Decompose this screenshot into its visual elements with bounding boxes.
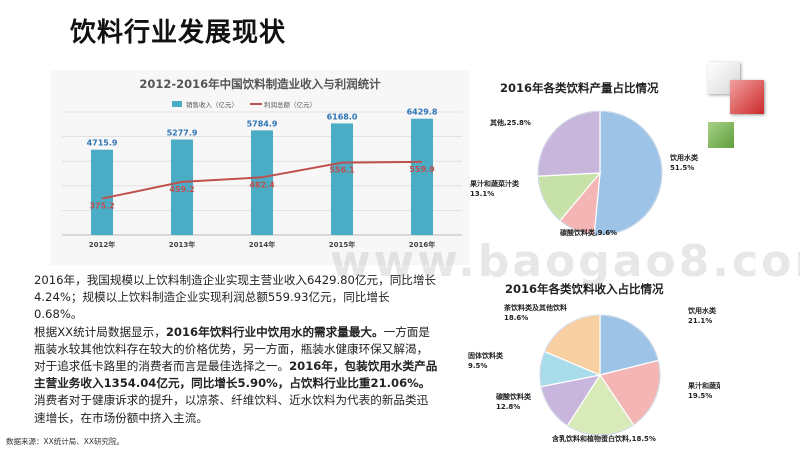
page-title: 饮料行业发展现状 (70, 18, 287, 48)
watermark-text: www.baogao8.com (330, 236, 800, 287)
pie-chart-production: 饮用水类 51.5% 碳酸饮料类,9.6% 果汁和蔬菜汁类 13.1% 其他,25.8% (470, 110, 699, 237)
pie-label-name: 碳酸饮料类,9.6% (560, 228, 617, 237)
profit-line (101, 160, 423, 200)
pie-label-name: 固体饮料类 (468, 351, 504, 360)
x-tick-label: 2015年 (329, 240, 355, 249)
pie-slice-label: 饮用水类 51.5% (669, 153, 699, 172)
pie-slice-edge (633, 360, 661, 426)
x-tick-label: 2012年 (89, 240, 115, 249)
pie-label-value: 21.1% (688, 317, 712, 325)
decor-square-green (708, 122, 734, 148)
x-tick-label: 2013年 (169, 240, 195, 249)
paragraph-revenue: 2016年，我国规模以上饮料制造企业实现主营业收入6429.80亿元，同比增长4… (34, 273, 437, 322)
bar-revenue (331, 123, 353, 235)
pie-slice-label: 固体饮料类 9.5% (468, 351, 504, 370)
pie-chart-revenue: 饮用水类 21.1% 果汁和蔬菜汁类 19.5% 含乳饮料和植物蛋白饮料,18.5% 碳酸… (468, 303, 720, 443)
pie-slice-label: 碳酸饮料类,9.6% (560, 228, 617, 237)
line-data-label: 556.1 (329, 166, 355, 175)
text-segment: 一方面是瓶装水较其他饮料存在较大的价格优势，另一方面，瓶装水健康环保又解渴，对于… (34, 324, 430, 374)
bar-revenue (411, 118, 433, 235)
line-data-label: 375.2 (89, 202, 114, 211)
decor-square-red (730, 80, 764, 114)
pie-slice (537, 110, 601, 177)
text-bold: 2016年饮料行业中饮用水的需求量最大。 (165, 324, 384, 339)
pie-label-name: 果汁和蔬菜汁类 (688, 381, 720, 390)
pie-slice-edge (537, 176, 561, 221)
pie-slice-edge (594, 110, 663, 236)
data-source-note: 数据来源：XX统计局、XX研究院。 (6, 437, 125, 446)
bar-chart-title: 2012-2016年中国饮料制造业收入与利润统计 (139, 77, 381, 91)
pie-label-value: 18.6% (504, 314, 528, 322)
bar-data-label: 4715.9 (87, 139, 118, 148)
bar-data-label: 6168.0 (327, 112, 358, 121)
pie-label-value: 19.5% (688, 392, 712, 400)
bar-data-label: 6429.8 (407, 108, 438, 117)
x-tick-label: 2014年 (249, 240, 275, 249)
pie-slice-label: 饮用水类 21.1% (687, 306, 717, 325)
bar-data-label: 5277.9 (167, 129, 198, 138)
pie-label-name: 碳酸饮料类 (496, 392, 532, 401)
paragraph-water: 根据XX统计局数据显示，2016年饮料行业中饮用水的需求量最大。一方面是瓶装水较… (34, 324, 438, 427)
bar-revenue (171, 139, 193, 235)
pie-slice-edge (539, 351, 546, 387)
pie-slice-edge (567, 424, 634, 436)
pie-slice-label: 碳酸饮料类 12.8% (496, 392, 532, 411)
legend-swatch-revenue (172, 101, 182, 107)
pie-label-value: 13.1% (470, 190, 494, 198)
pie-label-name: 果汁和蔬菜汁类 (470, 179, 520, 188)
pie-slice-label: 茶饮料类及其他饮料 18.6% (503, 303, 567, 322)
pie-label-value: 12.8% (496, 403, 520, 411)
text-bold: 2016年，包装饮用水类产品主营业务收入1354.04亿元，同比增长5.90%，… (34, 359, 438, 391)
pie-slice-edge (599, 314, 659, 361)
line-data-label: 482.4 (249, 180, 275, 189)
pie-label-name: 饮用水类 (669, 153, 699, 162)
pie-label-name: 茶饮料类及其他饮料 (503, 303, 567, 312)
legend-label-revenue: 销售收入（亿元） (186, 100, 238, 109)
legend-label-profit: 利润总额（亿元） (264, 100, 316, 109)
pie-slice-label: 含乳饮料和植物蛋白饮料,18.5% (552, 434, 656, 443)
pie1-title: 2016年各类饮料产量占比情况 (500, 81, 659, 95)
x-tick-label: 2016年 (409, 240, 435, 249)
pie-label-name: 饮用水类 (687, 306, 717, 315)
bar-line-chart-panel: 2012-2016年中国饮料制造业收入与利润统计 销售收入（亿元） 利润总额（亿元… (50, 70, 470, 265)
pie-label-value: 9.5% (468, 362, 487, 370)
pie-label-name: 其他,25.8% (490, 118, 531, 127)
text-segment: 消费者对于健康诉求的提升，以凉茶、纤维饮料、近水饮料为代表的新品类迅速增长，在市… (34, 393, 429, 425)
pie-slice-label: 其他,25.8% (490, 118, 531, 127)
pie-label-name: 含乳饮料和植物蛋白饮料,18.5% (552, 434, 656, 443)
pie-slice-edge (559, 220, 595, 236)
pie-slice (593, 110, 663, 236)
line-data-label: 559.9 (409, 165, 435, 174)
pie-slice-label: 果汁和蔬菜汁类 13.1% (470, 179, 520, 198)
line-data-label: 459.2 (169, 185, 194, 194)
pie-slice-edge (537, 110, 601, 177)
body-text: 2016年，我国规模以上饮料制造企业实现主营业收入6429.80亿元，同比增长4… (34, 272, 438, 427)
bar-data-label: 5784.9 (247, 119, 278, 128)
pie-slice-label: 果汁和蔬菜汁类 19.5% (688, 381, 720, 400)
text-segment: 根据XX统计局数据显示， (34, 324, 166, 339)
pie-label-value: 51.5% (670, 164, 694, 172)
bar-revenue (91, 149, 113, 235)
pie-slice-edge (540, 386, 568, 426)
bar-line-chart: 销售收入（亿元） 利润总额（亿元） 4715.9 2012年 5277.9 2013年 57… (62, 100, 462, 249)
bar-revenue (251, 130, 273, 235)
pie2-title: 2016年各类饮料收入占比情况 (505, 282, 664, 296)
pie-slice-edge (544, 314, 601, 352)
